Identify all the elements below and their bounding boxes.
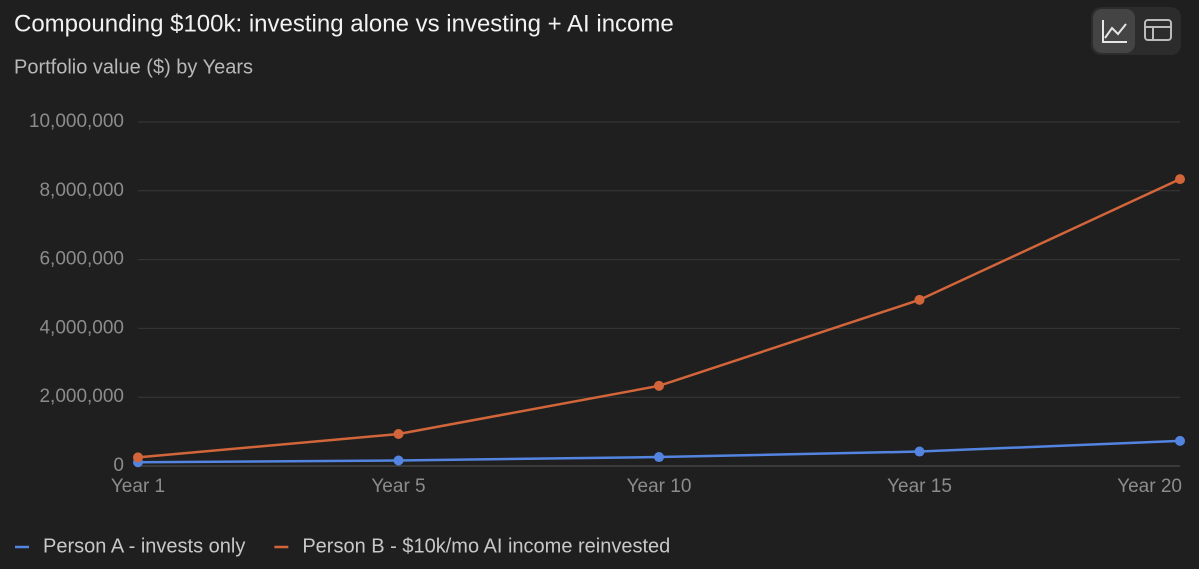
view-toggle <box>1091 7 1181 55</box>
y-tick-label: 10,000,000 <box>29 111 124 132</box>
x-tick-label: Year 20 <box>1117 476 1182 497</box>
chart-subtitle: Portfolio value ($) by Years <box>14 56 253 78</box>
data-point <box>654 452 664 463</box>
x-tick-label: Year 5 <box>371 476 425 497</box>
data-point <box>393 429 404 440</box>
y-tick-label: 6,000,000 <box>39 249 124 270</box>
chart-title: Compounding $100k: investing alone vs in… <box>14 10 674 37</box>
data-point <box>393 455 404 466</box>
series-line <box>137 177 1181 459</box>
data-point <box>133 452 143 463</box>
legend-label: Person B - $10k/mo AI income reinvested <box>302 535 670 557</box>
data-point <box>914 294 925 305</box>
data-point <box>914 446 925 457</box>
legend-label: Person A - invests only <box>43 535 245 557</box>
data-point <box>1175 435 1185 446</box>
y-tick-label: 0 <box>113 455 124 476</box>
y-tick-label: 8,000,000 <box>39 180 124 201</box>
chart-icon <box>1102 20 1127 43</box>
x-tick-label: Year 1 <box>111 476 165 497</box>
table-icon <box>1144 19 1172 41</box>
data-point <box>1175 174 1185 185</box>
y-tick-label: 4,000,000 <box>39 317 124 338</box>
table-view-button[interactable] <box>1144 19 1172 41</box>
x-tick-label: Year 10 <box>627 476 692 497</box>
chart-view-button[interactable] <box>1093 9 1135 53</box>
data-point <box>654 380 664 391</box>
table-icon-lines <box>1145 26 1171 40</box>
y-tick-label: 2,000,000 <box>39 386 124 407</box>
x-tick-label: Year 15 <box>887 476 952 497</box>
